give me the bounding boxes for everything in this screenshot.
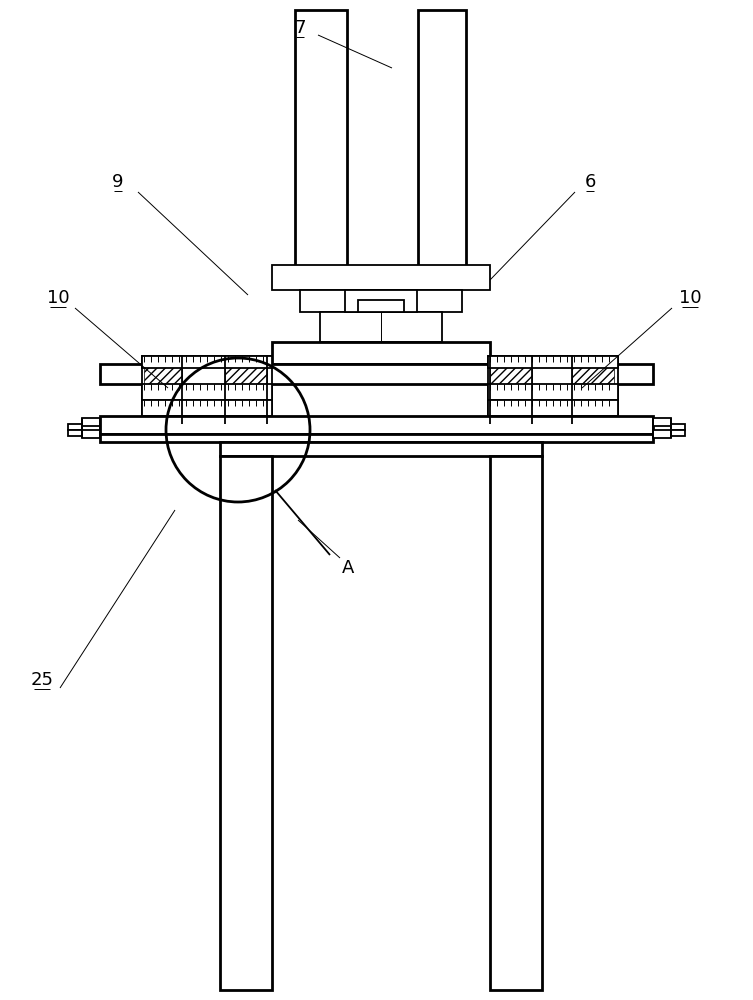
- Bar: [100, 434, 653, 442]
- Bar: [295, 10, 347, 268]
- Bar: [100, 364, 653, 384]
- Bar: [82, 418, 100, 426]
- Bar: [100, 416, 653, 434]
- Bar: [220, 442, 542, 456]
- Bar: [320, 312, 442, 342]
- Bar: [300, 290, 462, 312]
- Text: 9: 9: [112, 173, 123, 191]
- Bar: [653, 418, 671, 426]
- Bar: [142, 384, 272, 400]
- Bar: [488, 356, 618, 368]
- Bar: [272, 265, 490, 290]
- Bar: [490, 358, 532, 422]
- Bar: [358, 300, 404, 312]
- Bar: [82, 430, 100, 438]
- Bar: [488, 384, 618, 400]
- Bar: [220, 456, 272, 990]
- Text: 7: 7: [294, 19, 306, 37]
- Bar: [225, 358, 267, 422]
- Text: 6: 6: [584, 173, 596, 191]
- Bar: [488, 356, 618, 424]
- Text: 25: 25: [31, 671, 53, 689]
- Bar: [418, 10, 466, 268]
- Bar: [68, 430, 82, 436]
- Bar: [144, 358, 182, 422]
- Bar: [345, 290, 417, 312]
- Text: 10: 10: [47, 289, 69, 307]
- Bar: [653, 430, 671, 438]
- Bar: [572, 358, 614, 422]
- Bar: [68, 424, 82, 430]
- Bar: [671, 430, 685, 436]
- Bar: [142, 356, 272, 368]
- Bar: [142, 356, 272, 424]
- Bar: [671, 424, 685, 430]
- Bar: [490, 456, 542, 990]
- Bar: [142, 400, 272, 416]
- Text: A: A: [342, 559, 354, 577]
- Bar: [272, 342, 490, 364]
- Text: 10: 10: [678, 289, 701, 307]
- Bar: [488, 400, 618, 416]
